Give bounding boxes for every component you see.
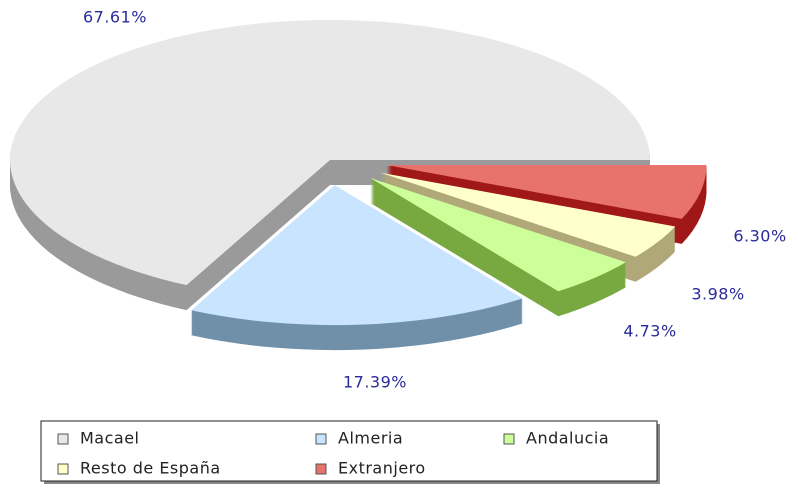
slice xyxy=(386,164,707,219)
legend-label: Macael xyxy=(80,429,140,448)
legend-label: Andalucia xyxy=(526,429,609,448)
pie xyxy=(9,19,707,351)
slice xyxy=(379,172,676,257)
legend-swatch xyxy=(57,433,69,445)
slice xyxy=(9,19,650,286)
legend-label: Resto de España xyxy=(80,459,221,478)
value-label: 17.39% xyxy=(343,373,407,392)
slice xyxy=(370,177,626,292)
value-label: 4.73% xyxy=(623,322,676,341)
value-label: 3.98% xyxy=(691,285,744,304)
legend-swatch xyxy=(503,433,515,445)
value-label: 67.61% xyxy=(83,8,147,27)
legend-swatch xyxy=(57,463,69,475)
legend-label: Extranjero xyxy=(338,459,426,478)
value-label: 6.30% xyxy=(733,227,786,246)
legend-swatch xyxy=(315,463,327,475)
slice xyxy=(191,185,523,326)
legend-label: Almeria xyxy=(338,429,403,448)
legend-swatch xyxy=(315,433,327,445)
legend-box xyxy=(40,420,658,482)
